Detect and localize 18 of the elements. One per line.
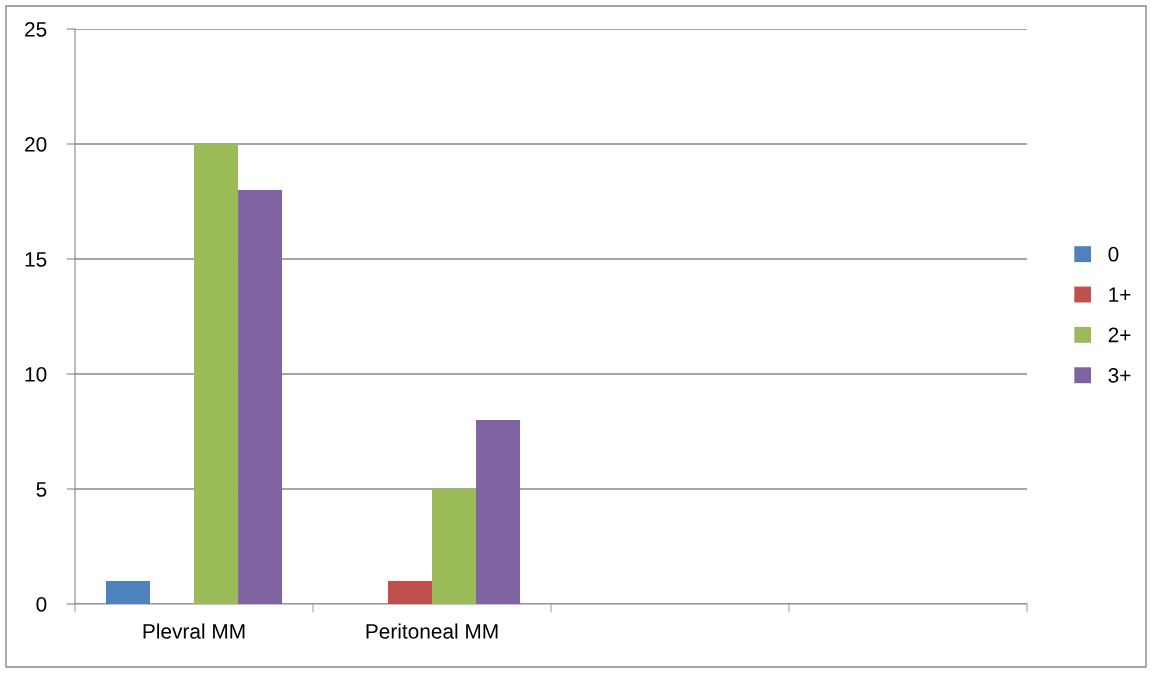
bar (238, 190, 283, 604)
y-tick-label: 20 (25, 137, 47, 152)
x-tick-label: Peritoneal MM (366, 623, 498, 639)
y-tick-label: 15 (25, 252, 47, 267)
y-tick-label: 5 (36, 482, 47, 497)
y-tick-label: 0 (36, 597, 47, 612)
legend-label: 0 (1108, 246, 1119, 262)
bar (476, 420, 521, 604)
x-tick-label: Plevral MM (143, 623, 245, 639)
bar (194, 144, 239, 604)
legend-label: 1+ (1109, 287, 1131, 302)
legend-label: 2+ (1108, 327, 1131, 343)
bar (432, 489, 477, 604)
bar (105, 581, 150, 604)
y-tick-label: 25 (25, 22, 47, 37)
y-tick-label: 10 (25, 367, 47, 382)
legend-label: 3+ (1108, 367, 1131, 383)
bar (387, 581, 432, 604)
